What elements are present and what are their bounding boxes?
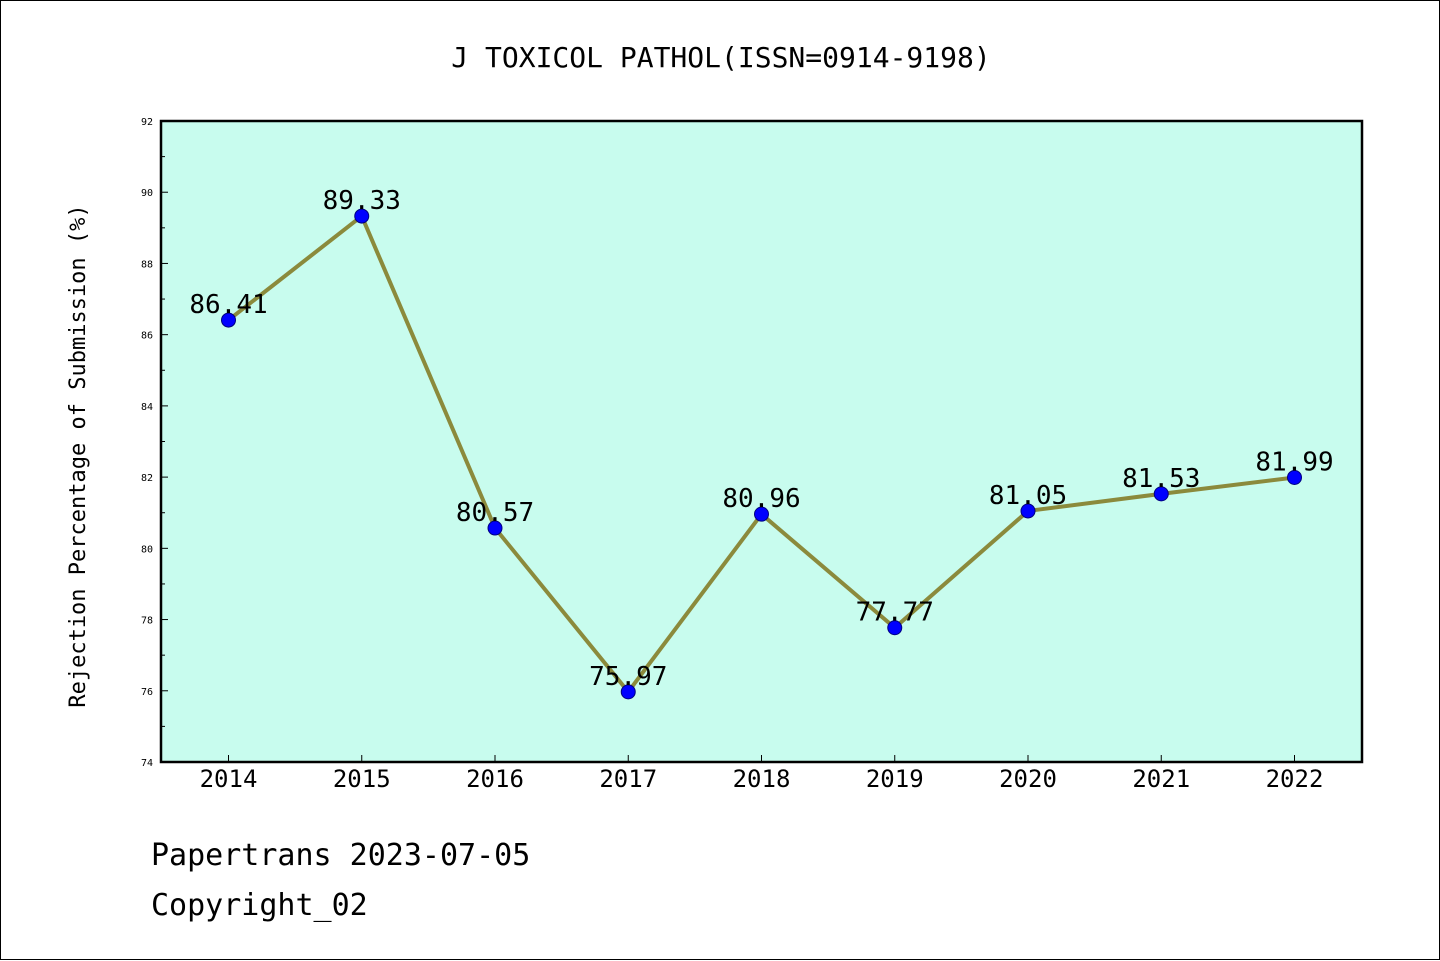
y-tick-label: 76 [141,687,153,698]
y-tick-label: 86 [141,331,153,342]
data-point-label: 77.77 [856,598,934,628]
data-point-marker [754,506,769,522]
x-tick-label: 2018 [733,765,791,793]
footer-copyright: Copyright_02 [151,888,368,923]
x-axis-ticks: 2014 2015 2016 2017 2018 2019 2020 2021 2022 [200,755,1324,793]
data-point-marker [1287,469,1302,485]
data-point-label: 80.96 [722,484,800,514]
y-tick-label: 92 [141,117,153,128]
x-tick-label: 2014 [200,765,258,793]
y-tick-label: 84 [141,402,153,413]
y-axis-ticks: 74 76 78 80 82 84 86 88 90 92 [141,117,168,769]
x-tick-label: 2015 [333,765,391,793]
data-point-label: 81.53 [1122,464,1200,494]
data-point-marker [487,520,503,536]
y-tick-label: 78 [141,616,153,627]
x-tick-label: 2019 [866,765,924,793]
data-point-marker [1020,503,1036,519]
x-tick-label: 2021 [1132,765,1190,793]
data-point-marker [354,208,370,224]
plot-area [159,119,1364,764]
data-point-label: 89.33 [323,186,401,216]
data-point-marker [1153,486,1169,502]
data-point-marker [887,620,903,636]
y-tick-label: 80 [141,544,153,555]
x-tick-label: 2022 [1266,765,1324,793]
data-point-label: 75.97 [589,662,667,692]
chart-title: J TOXICOL PATHOL(ISSN=0914-9198) [451,41,990,74]
data-point-marker [221,312,236,328]
data-point-label: 80.57 [456,498,534,528]
footer-date: Papertrans 2023-07-05 [151,838,530,873]
x-tick-label: 2016 [466,765,524,793]
data-point-label: 86.41 [189,290,267,320]
x-tick-label: 2017 [599,765,657,793]
y-tick-label: 74 [141,758,153,769]
y-axis-label: Rejection Percentage of Submission (%) [66,204,91,707]
y-tick-label: 88 [141,259,153,270]
data-point-marker [620,684,636,700]
data-labels: 86.41 89.33 80.57 75.97 80.96 77.77 81.05 81.53… [189,186,1333,692]
y-tick-label: 82 [141,473,153,484]
data-point-label: 81.99 [1255,447,1333,477]
data-point-label: 81.05 [989,481,1067,511]
y-tick-label: 90 [141,188,153,199]
series-markers [221,208,1302,700]
x-tick-label: 2020 [999,765,1057,793]
